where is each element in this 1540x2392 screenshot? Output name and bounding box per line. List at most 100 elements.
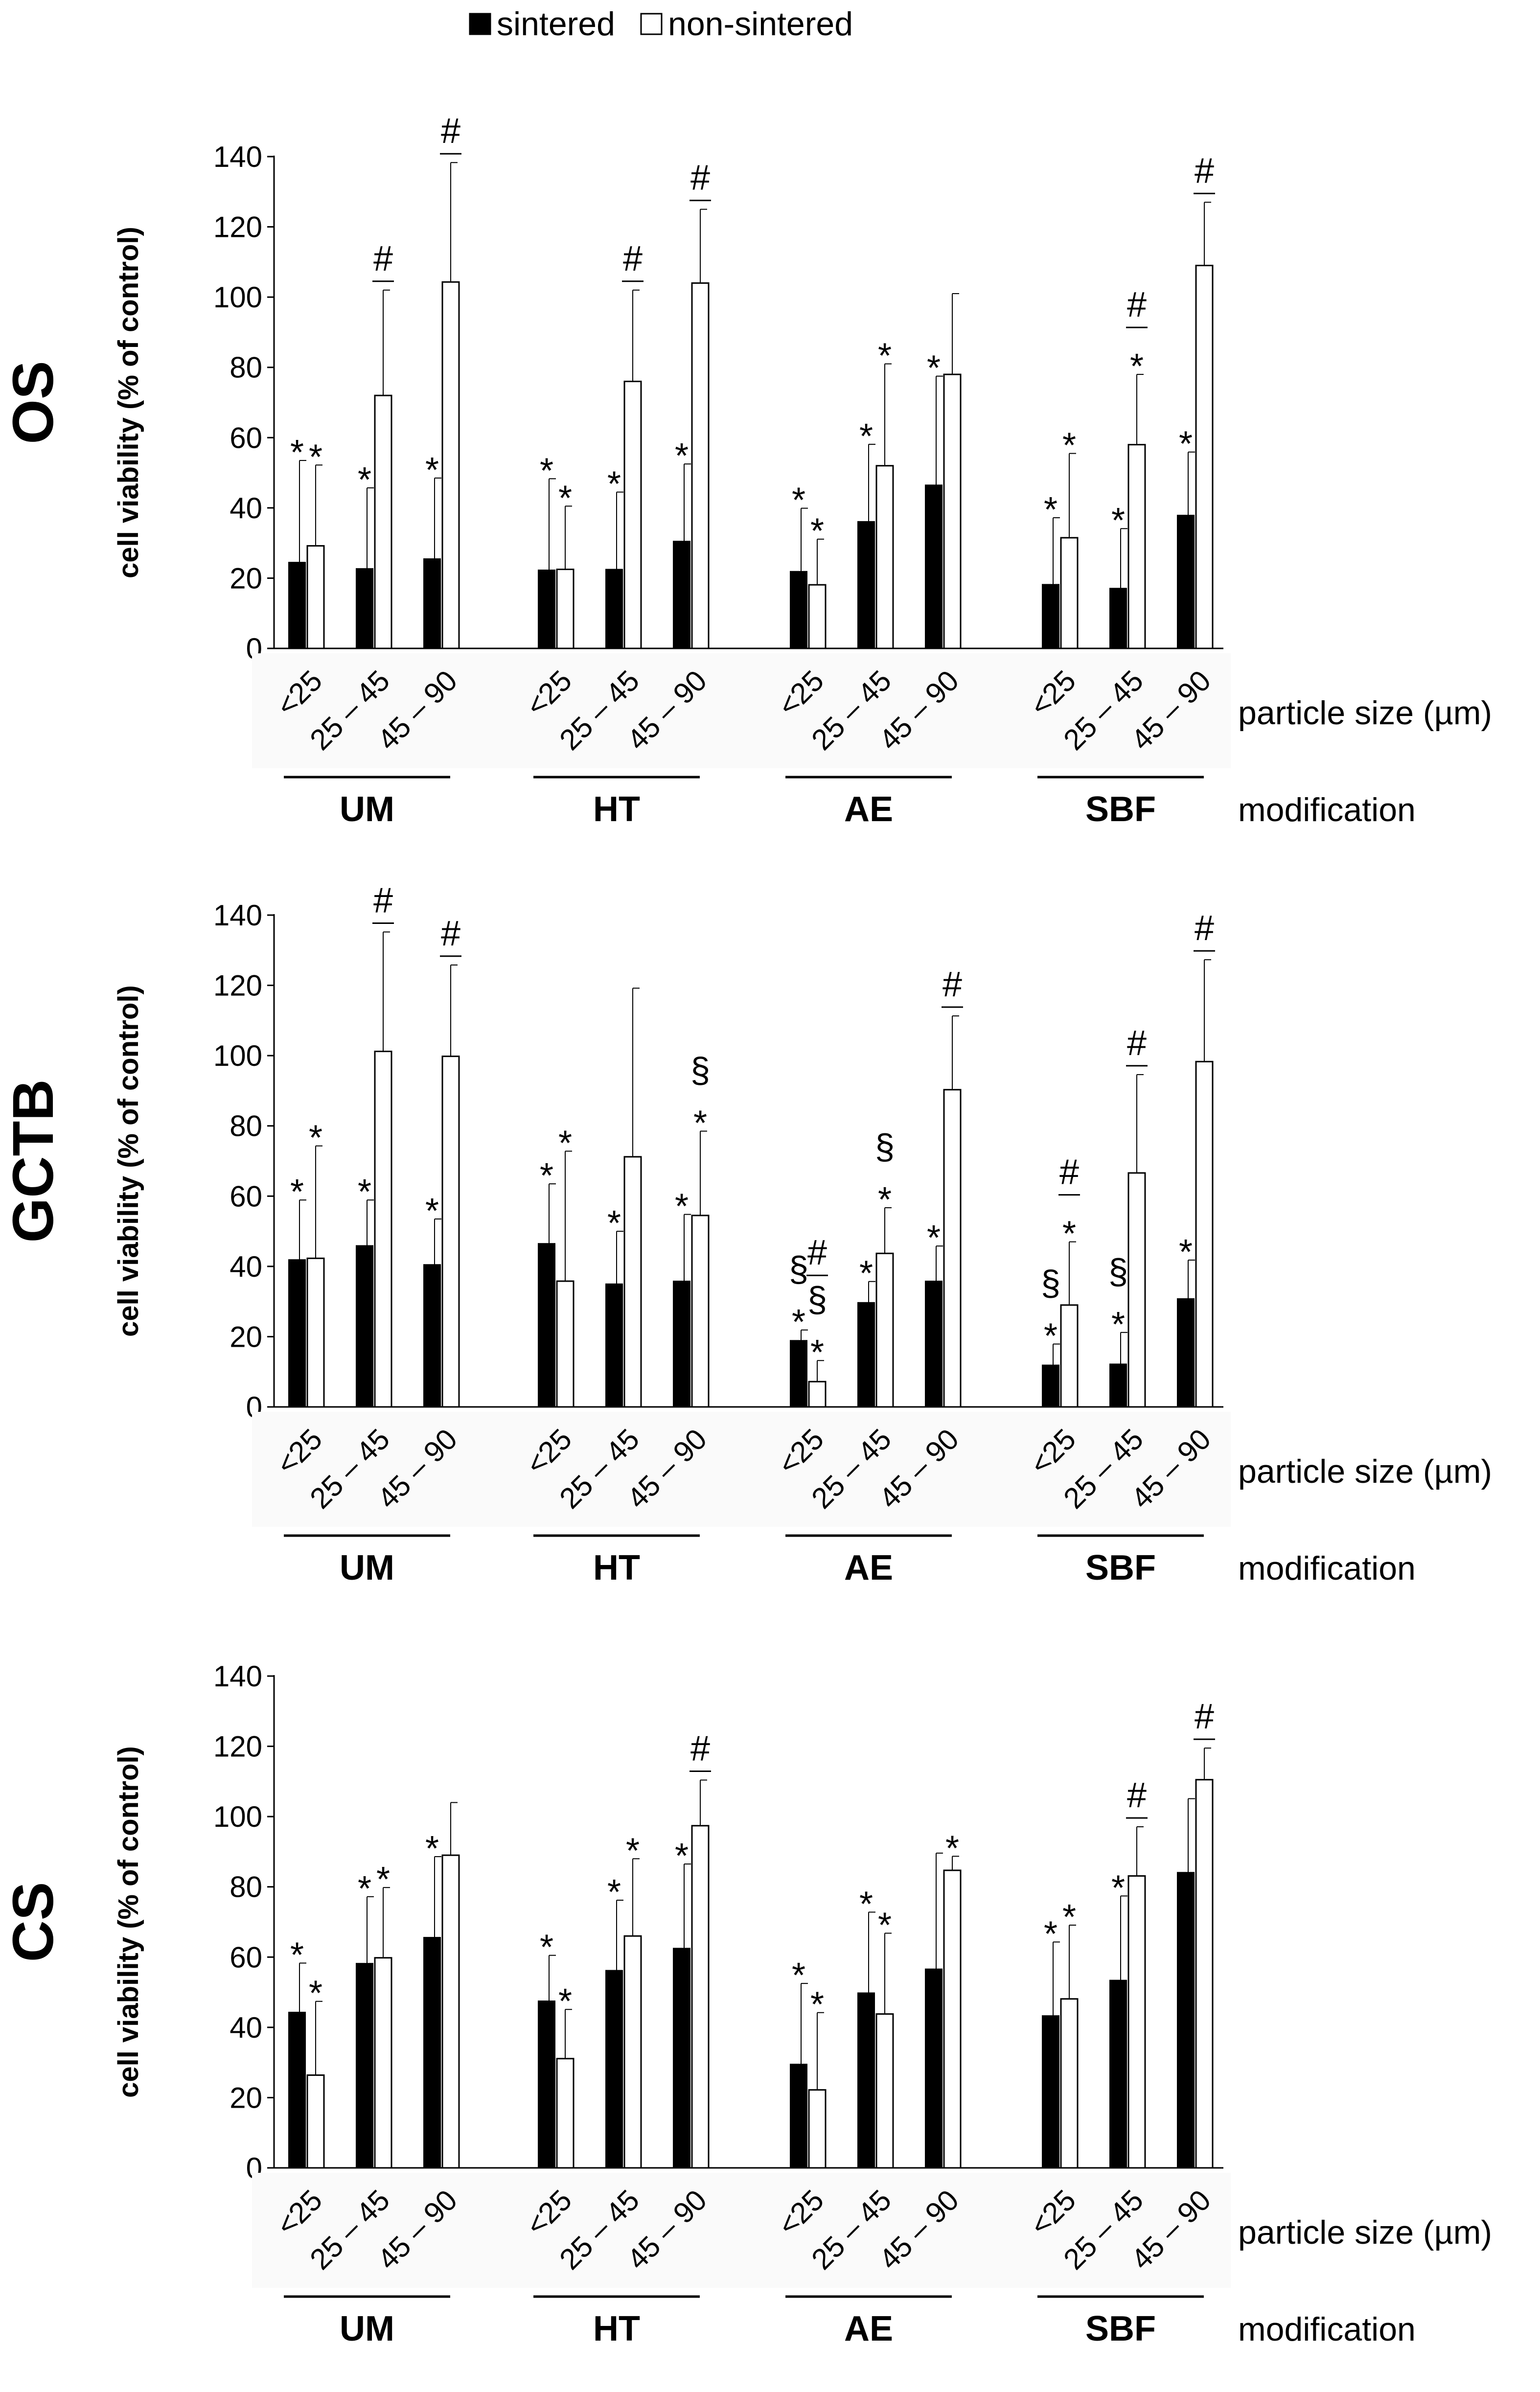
annotation-star: * <box>1062 1215 1076 1254</box>
bar-sintered <box>1042 2015 1059 2169</box>
bar-sintered <box>356 1963 373 2168</box>
bar-non-sintered <box>441 1056 460 1408</box>
bar-non-sintered <box>808 584 827 649</box>
y-tick-label: 80 <box>230 351 262 384</box>
category-band <box>252 1412 1231 1527</box>
bar-non-sintered <box>943 1089 962 1408</box>
annotation-star: * <box>1044 1914 1057 1954</box>
annotation-star: * <box>810 1333 824 1372</box>
annotation-star: * <box>675 1187 689 1226</box>
bar-sintered <box>288 2011 306 2168</box>
legend-swatch-non-sintered <box>640 13 663 35</box>
annotation-star: * <box>1179 1233 1193 1272</box>
bar-non-sintered <box>306 1257 325 1408</box>
annotation-star: * <box>607 1873 621 1912</box>
bar-non-sintered <box>691 1825 710 2169</box>
bar-non-sintered <box>808 1380 827 1408</box>
annotation-star: * <box>927 1219 941 1258</box>
panel-title: GCTB <box>1 1079 66 1242</box>
bar-sintered <box>1177 1872 1195 2169</box>
legend-label-non-sintered: non-sintered <box>668 5 853 43</box>
annotation-star: * <box>1130 347 1144 386</box>
y-tick-label: 40 <box>230 2011 262 2044</box>
bar-non-sintered <box>1195 265 1214 649</box>
annotation-star: * <box>425 451 439 490</box>
annotation-star: * <box>1062 426 1076 465</box>
annotation-star: * <box>859 1885 873 1924</box>
bar-sintered <box>857 1992 875 2168</box>
modification-label: HT <box>593 790 640 829</box>
modification-label: UM <box>340 1548 394 1587</box>
annotation-hash: # <box>1127 1024 1147 1063</box>
y-tick-label: 40 <box>230 1250 262 1283</box>
annotation-star: * <box>540 1928 553 1967</box>
annotation-hash: # <box>690 1729 710 1768</box>
y-tick-label: 120 <box>213 969 262 1002</box>
annotation-star: * <box>558 1124 572 1163</box>
y-tick-label: 60 <box>230 1180 262 1213</box>
annotation-hash: # <box>373 239 393 278</box>
bar-non-sintered <box>441 281 460 649</box>
annotation-star: * <box>1062 1898 1076 1937</box>
annotation-star: * <box>859 1254 873 1293</box>
bar-non-sintered <box>556 568 575 649</box>
y-tick-label: 20 <box>230 2081 262 2114</box>
bar-sintered <box>288 1259 306 1407</box>
annotation-section: § <box>789 1250 808 1289</box>
bar-sintered <box>423 1937 441 2168</box>
annotation-star: * <box>626 1831 640 1870</box>
annotation-star: * <box>878 1180 892 1219</box>
bar-sintered <box>356 568 373 649</box>
panel-title: CS <box>1 1882 66 1962</box>
bar-non-sintered <box>808 2089 827 2169</box>
y-tick-label: 80 <box>230 1110 262 1143</box>
annotation-hash: # <box>373 881 393 920</box>
y-axis-title: cell viability (% of control) <box>113 227 144 578</box>
annotation-hash: # <box>1127 285 1147 324</box>
bar-non-sintered <box>1195 1060 1214 1408</box>
y-axis-title: cell viability (% of control) <box>113 985 144 1337</box>
bar-sintered <box>673 541 690 649</box>
y-axis-title: cell viability (% of control) <box>113 1746 144 2098</box>
bar-sintered <box>538 569 555 649</box>
panels: OS cell viability (% of control)020406080… <box>1 112 1492 2348</box>
annotation-star: * <box>540 451 553 490</box>
bar-sintered <box>538 2001 555 2168</box>
bar-non-sintered <box>306 545 325 649</box>
bar-sintered <box>1042 1364 1059 1407</box>
annotation-section: § <box>807 1280 827 1319</box>
bar-non-sintered <box>943 373 962 649</box>
annotation-star: * <box>1111 1868 1125 1908</box>
particle-size-label: particle size (µm) <box>1238 2214 1492 2251</box>
bar-non-sintered <box>623 1935 642 2169</box>
bar-sintered <box>1177 514 1195 649</box>
bar-sintered <box>925 1968 942 2168</box>
annotation-star: * <box>1044 490 1057 529</box>
bar-sintered <box>857 1302 875 1407</box>
y-tick-label: 20 <box>230 562 262 595</box>
annotation-star: * <box>290 433 304 472</box>
annotation-star: * <box>309 1974 322 2013</box>
annotation-hash: # <box>1195 151 1214 190</box>
annotation-star: * <box>810 1985 824 2024</box>
bar-sintered <box>790 571 807 649</box>
annotation-hash: # <box>807 1233 827 1272</box>
modification-label: AE <box>844 2309 893 2348</box>
bar-non-sintered <box>441 1854 460 2169</box>
annotation-star: * <box>358 1869 371 1909</box>
annotation-star: * <box>607 465 621 504</box>
y-tick-label: 120 <box>213 1730 262 1763</box>
bar-sintered <box>356 1245 373 1408</box>
annotation-star: * <box>558 1982 572 2021</box>
annotation-hash: # <box>690 159 710 198</box>
bar-non-sintered <box>374 394 392 649</box>
bar-sintered <box>288 562 306 649</box>
bar-sintered <box>605 1970 623 2168</box>
bar-sintered <box>925 1281 942 1407</box>
panel-cs: CS cell viability (% of control)020406080… <box>1 1660 1492 2348</box>
legend-label-sintered: sintered <box>497 5 615 43</box>
modification-label: UM <box>340 790 394 829</box>
y-tick-label: 40 <box>230 492 262 525</box>
annotation-section: § <box>1041 1264 1060 1303</box>
